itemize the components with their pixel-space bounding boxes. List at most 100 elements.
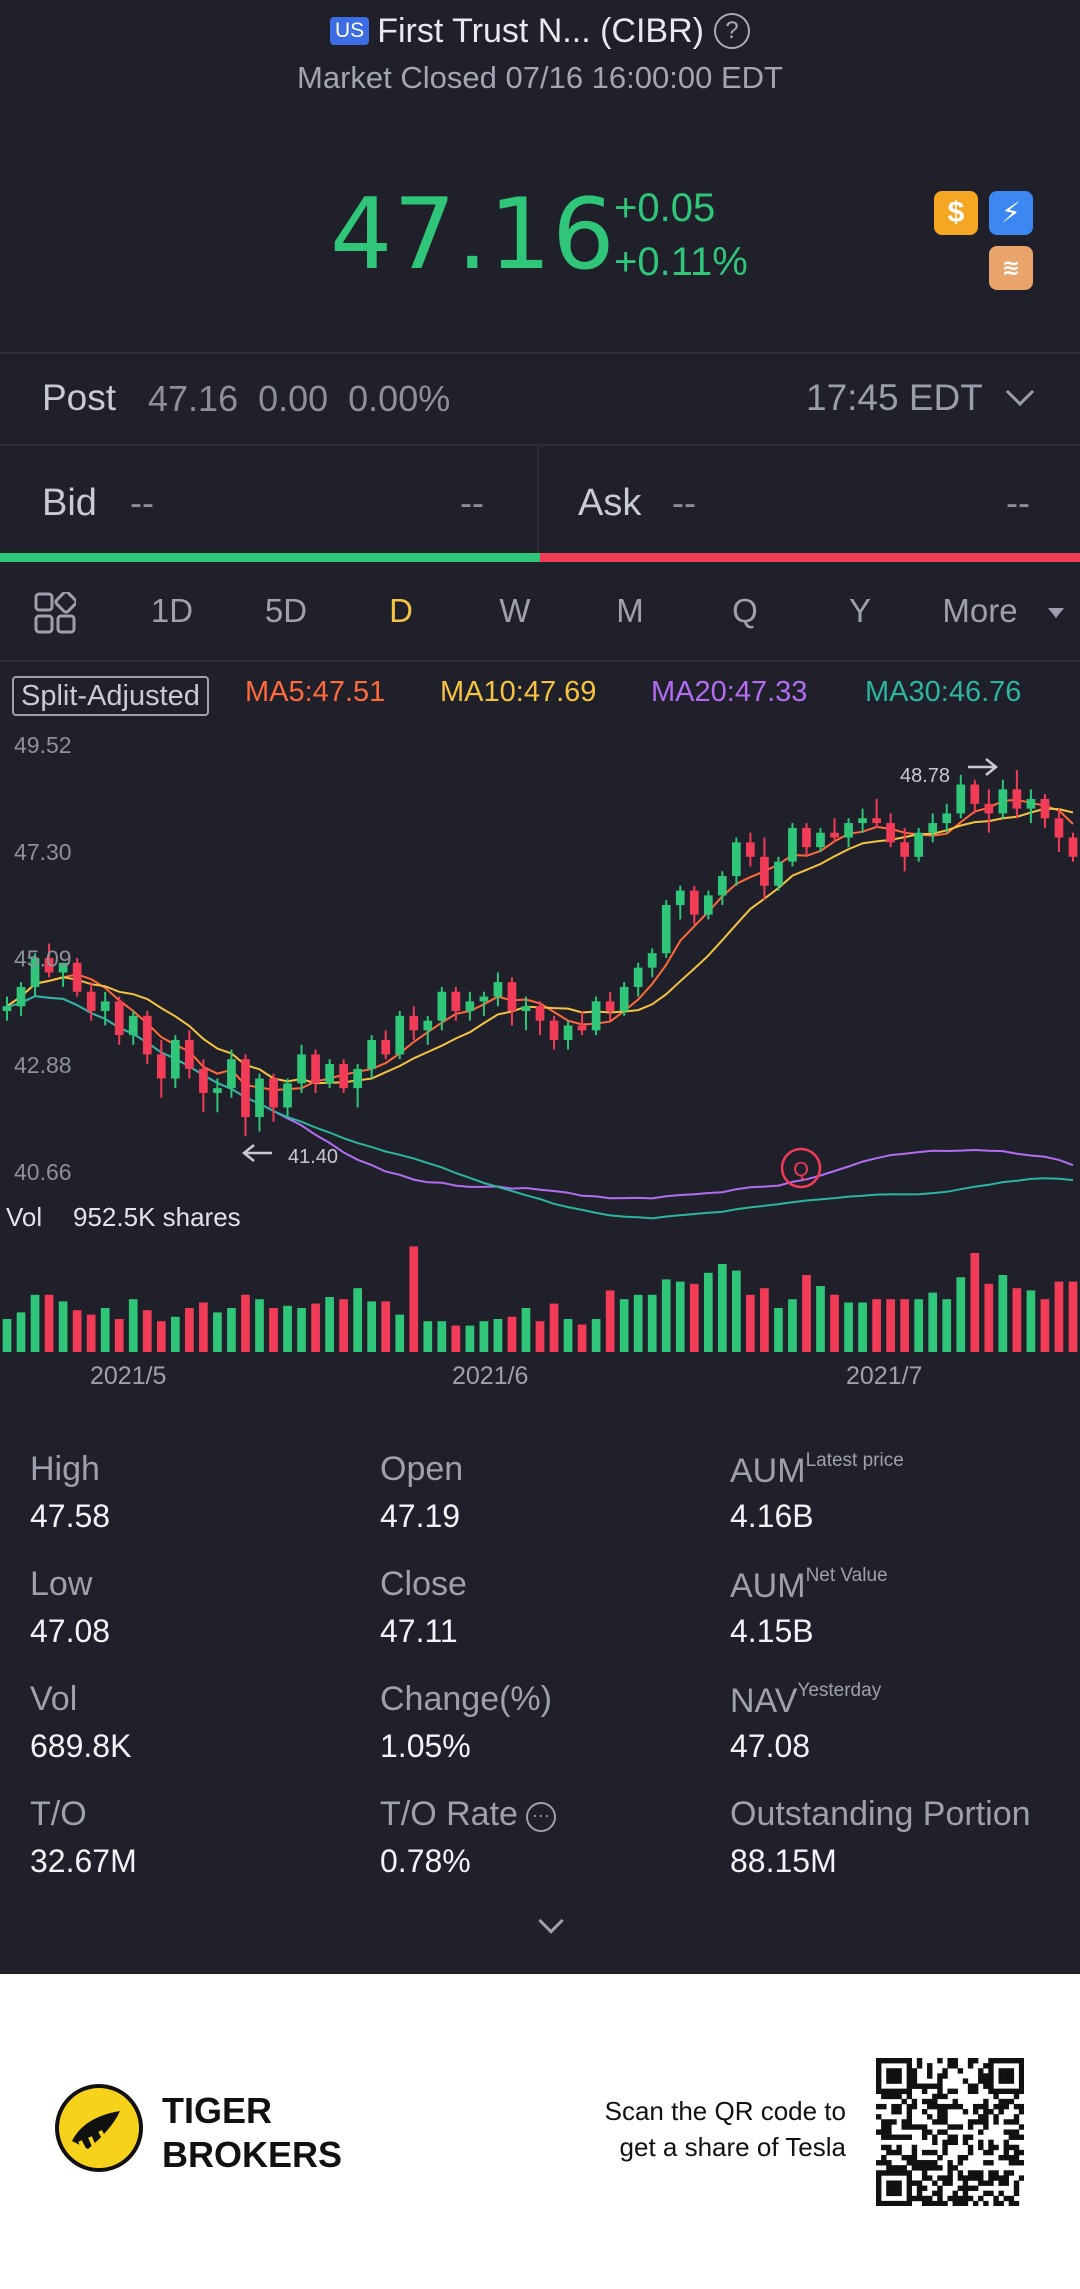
- qr-module: [927, 2073, 933, 2079]
- chevron-down-icon[interactable]: [538, 1908, 564, 1934]
- qr-module: [1008, 2073, 1015, 2079]
- qr-module: [927, 2129, 933, 2135]
- q-marker-label[interactable]: Q: [793, 1159, 809, 1181]
- tab-5d[interactable]: 5D: [264, 592, 308, 629]
- tab-d[interactable]: D: [389, 592, 413, 629]
- help-icon[interactable]: ?: [713, 13, 750, 49]
- qr-module: [927, 2114, 933, 2120]
- volume-bar: [914, 1299, 924, 1352]
- ask-size: --: [1006, 482, 1030, 523]
- x-axis-label: 2021/5: [90, 1362, 167, 1390]
- qr-module: [896, 2134, 902, 2140]
- qr-module: [988, 2180, 994, 2186]
- qr-module: [978, 2078, 984, 2084]
- qr-module: [962, 2195, 969, 2202]
- qr-module: [896, 2109, 902, 2115]
- price-chart[interactable]: 49.52 47.30 45.09 42.88 40.66 48.78 41.40 Q: [0, 720, 1080, 1360]
- qr-module: [876, 2190, 882, 2197]
- tab-q[interactable]: Q: [732, 592, 758, 629]
- qr-module: [983, 2103, 989, 2110]
- stat-label: Outstanding Portion: [730, 1795, 1031, 1834]
- post-market-time[interactable]: 17:45 EDT: [806, 377, 983, 418]
- qr-module: [886, 2190, 892, 2197]
- qr-module: [1008, 2200, 1015, 2206]
- qr-module: [876, 2088, 882, 2095]
- candle-body: [227, 1059, 236, 1089]
- arrow-right-icon: [968, 758, 999, 776]
- qr-module: [901, 2165, 907, 2171]
- qr-module: [1013, 2154, 1020, 2161]
- qr-module: [927, 2195, 933, 2202]
- stat-label-qualifier: Yesterday: [797, 1680, 882, 1701]
- qr-module: [978, 2073, 984, 2079]
- qr-module: [1013, 2119, 1020, 2125]
- qr-module: [983, 2160, 989, 2166]
- volume-bar: [353, 1288, 363, 1352]
- caret-down-icon[interactable]: [1048, 608, 1064, 618]
- qr-module: [1018, 2088, 1024, 2095]
- stat-value: 0.78%: [380, 1843, 471, 1879]
- qr-module: [1013, 2093, 1020, 2100]
- bid-label: Bid: [42, 482, 97, 524]
- dollar-icon[interactable]: $: [934, 191, 978, 235]
- volume-bar: [689, 1283, 699, 1352]
- layers-icon[interactable]: ≋: [989, 246, 1033, 290]
- qr-module: [911, 2180, 918, 2186]
- stat-label: NAVYesterday: [730, 1680, 881, 1721]
- split-adjusted-toggle[interactable]: Split-Adjusted: [12, 676, 209, 716]
- volume-bar: [451, 1325, 461, 1352]
- qr-module: [927, 2083, 933, 2089]
- candle-body: [1068, 837, 1078, 857]
- qr-module: [927, 2165, 933, 2171]
- qr-module: [906, 2180, 913, 2186]
- volume-value: 952.5K shares: [73, 1202, 241, 1232]
- qr-module: [967, 2119, 974, 2125]
- qr-module: [1018, 2149, 1024, 2156]
- x-axis-label: 2021/6: [452, 1362, 529, 1390]
- qr-module: [896, 2068, 902, 2074]
- qr-module: [901, 2088, 907, 2095]
- tab-w[interactable]: W: [499, 592, 531, 629]
- qr-module: [876, 2068, 882, 2074]
- qr-module: [1008, 2144, 1015, 2151]
- info-icon[interactable]: ···: [525, 1802, 556, 1832]
- candle-body: [732, 842, 741, 877]
- chevron-down-icon[interactable]: [1005, 377, 1035, 407]
- volume-bar: [367, 1301, 377, 1352]
- market-badge: US: [330, 17, 370, 45]
- tab-1d[interactable]: 1D: [150, 592, 194, 629]
- qr-module: [886, 2073, 892, 2079]
- qr-module: [972, 2088, 979, 2095]
- qr-module: [881, 2170, 887, 2176]
- y-axis-label: 49.52: [14, 732, 72, 758]
- qr-module: [967, 2124, 974, 2130]
- qr-module: [901, 2200, 907, 2206]
- qr-module: [921, 2098, 928, 2105]
- bolt-icon[interactable]: ⚡: [989, 191, 1033, 235]
- stat-label-text: Low: [30, 1565, 93, 1603]
- qr-module: [957, 2103, 964, 2110]
- grid-icon[interactable]: [34, 592, 76, 634]
- volume-bar: [311, 1303, 320, 1352]
- qr-module: [998, 2088, 1004, 2095]
- tab-more[interactable]: More: [942, 592, 1018, 629]
- candle-body: [465, 1001, 475, 1012]
- candle-body: [1054, 818, 1064, 838]
- qr-module: [1003, 2078, 1009, 2084]
- qr-module: [886, 2093, 892, 2100]
- tab-m[interactable]: M: [616, 592, 644, 629]
- qr-module: [886, 2144, 892, 2151]
- qr-module: [942, 2109, 948, 2115]
- tab-y[interactable]: Y: [848, 592, 871, 629]
- qr-module: [896, 2088, 902, 2095]
- qr-module: [921, 2124, 928, 2130]
- qr-module: [891, 2078, 897, 2084]
- qr-module: [901, 2134, 907, 2140]
- q-marker-icon[interactable]: [780, 1147, 822, 1189]
- candle-body: [339, 1064, 348, 1089]
- qr-module: [911, 2073, 918, 2079]
- qr-module: [947, 2058, 953, 2064]
- candle-body: [72, 962, 82, 992]
- stat-value: 47.08: [730, 1728, 811, 1764]
- qr-module: [1003, 2154, 1009, 2161]
